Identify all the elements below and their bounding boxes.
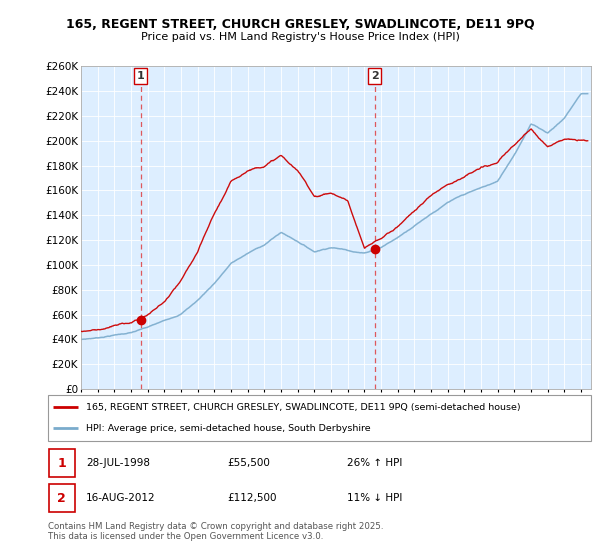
Text: 26% ↑ HPI: 26% ↑ HPI — [347, 458, 402, 468]
Text: 28-JUL-1998: 28-JUL-1998 — [86, 458, 150, 468]
Text: £112,500: £112,500 — [227, 493, 277, 503]
Text: 1: 1 — [137, 71, 145, 81]
Text: 165, REGENT STREET, CHURCH GRESLEY, SWADLINCOTE, DE11 9PQ (semi-detached house): 165, REGENT STREET, CHURCH GRESLEY, SWAD… — [86, 403, 521, 412]
Text: HPI: Average price, semi-detached house, South Derbyshire: HPI: Average price, semi-detached house,… — [86, 424, 371, 433]
Text: 16-AUG-2012: 16-AUG-2012 — [86, 493, 155, 503]
Text: £55,500: £55,500 — [227, 458, 270, 468]
Bar — [49, 484, 74, 512]
Text: Contains HM Land Registry data © Crown copyright and database right 2025.
This d: Contains HM Land Registry data © Crown c… — [48, 522, 383, 542]
Text: 11% ↓ HPI: 11% ↓ HPI — [347, 493, 402, 503]
Text: 165, REGENT STREET, CHURCH GRESLEY, SWADLINCOTE, DE11 9PQ: 165, REGENT STREET, CHURCH GRESLEY, SWAD… — [65, 18, 535, 31]
Bar — [49, 449, 74, 477]
Text: 1: 1 — [57, 457, 66, 470]
Text: 2: 2 — [57, 492, 66, 505]
Text: 2: 2 — [371, 71, 379, 81]
Text: Price paid vs. HM Land Registry's House Price Index (HPI): Price paid vs. HM Land Registry's House … — [140, 32, 460, 42]
